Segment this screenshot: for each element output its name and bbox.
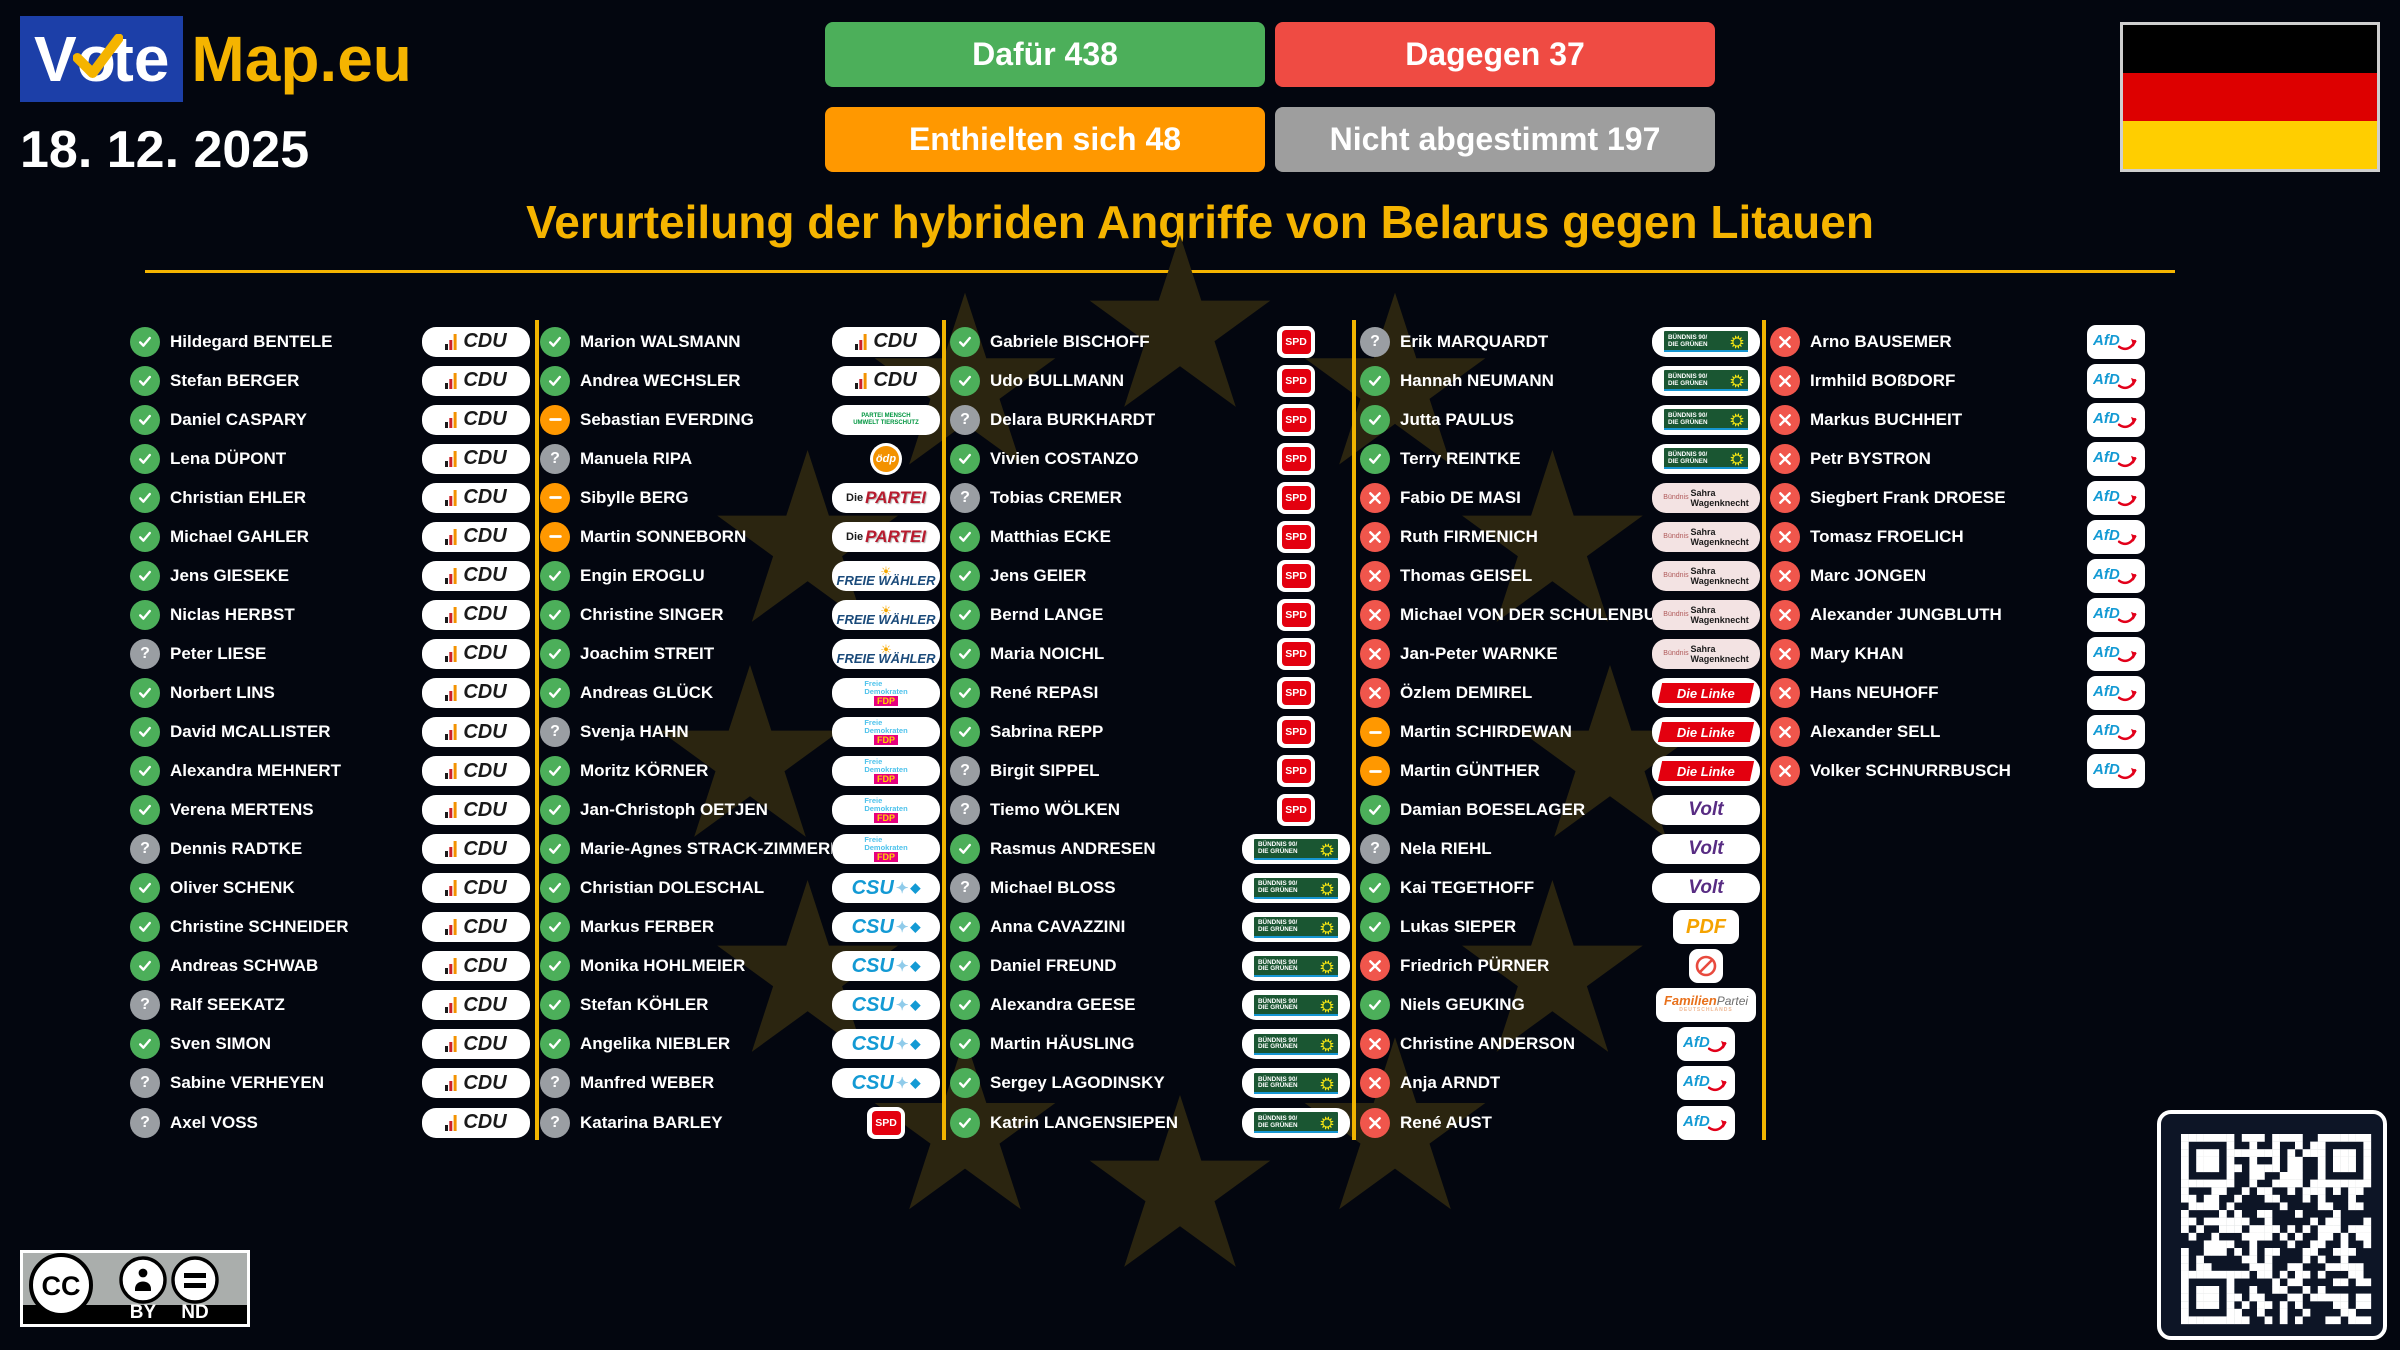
svg-text:AfD: AfD: [2093, 527, 2120, 544]
svg-text:AfD: AfD: [1683, 1074, 1710, 1091]
svg-text:AfD: AfD: [2093, 644, 2120, 661]
svg-text:AfD: AfD: [2093, 683, 2120, 700]
svg-text:AfD: AfD: [2093, 605, 2120, 622]
svg-text:AfD: AfD: [2093, 761, 2120, 778]
svg-text:AfD: AfD: [1683, 1035, 1710, 1052]
svg-text:AfD: AfD: [2093, 371, 2120, 388]
svg-text:AfD: AfD: [2093, 566, 2120, 583]
svg-text:AfD: AfD: [2093, 449, 2120, 466]
svg-text:AfD: AfD: [2093, 488, 2120, 505]
svg-text:AfD: AfD: [2093, 410, 2120, 427]
svg-text:AfD: AfD: [2093, 722, 2120, 739]
svg-text:AfD: AfD: [1683, 1113, 1710, 1130]
svg-text:AfD: AfD: [2093, 332, 2120, 349]
